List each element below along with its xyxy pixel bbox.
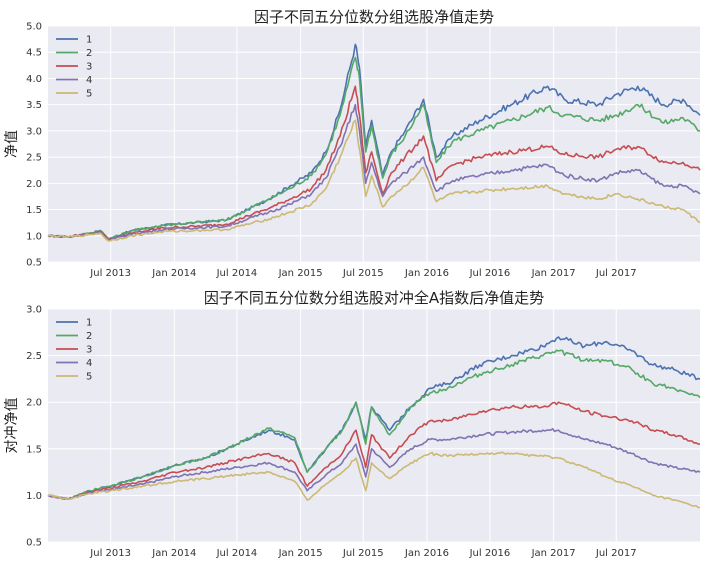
x-tick-label: Jul 2013	[89, 268, 131, 279]
x-tick-label: Jul 2015	[342, 548, 384, 559]
y-tick-label: 3.0	[26, 126, 42, 137]
legend-label-3: 3	[86, 345, 92, 356]
x-tick-label: Jul 2014	[216, 268, 258, 279]
y-tick-label: 1.0	[26, 491, 42, 502]
chart-title: 因子不同五分位数分组选股对冲全A指数后净值走势	[204, 289, 544, 307]
x-tick-label: Jul 2013	[89, 548, 131, 559]
x-tick-label: Jan 2015	[278, 268, 323, 279]
y-tick-label: 3.5	[26, 100, 42, 111]
x-tick-label: Jan 2017	[531, 548, 576, 559]
x-tick-label: Jan 2015	[278, 548, 323, 559]
y-tick-label: 2.0	[26, 398, 42, 409]
y-tick-label: 1.5	[26, 205, 42, 216]
legend: 1 2 3 4 5	[56, 35, 92, 100]
series-line-3	[47, 85, 701, 241]
chart-title: 因子不同五分位数分组选股净值走势	[254, 8, 494, 26]
y-tick-label: 0.5	[26, 538, 42, 549]
y-tick-label: 5.0	[26, 22, 42, 33]
legend: 1 2 3 4 5	[56, 318, 92, 383]
x-tick-label: Jul 2017	[595, 268, 637, 279]
y-tick-label: 0.5	[26, 258, 42, 269]
y-tick-label: 2.0	[26, 179, 42, 190]
legend-label-5: 5	[86, 372, 92, 383]
x-tick-label: Jul 2016	[469, 268, 511, 279]
y-tick-label: 2.5	[26, 351, 42, 362]
chart-panel-2: 0.5 1.0 1.5 2.0 2.5 3.0 Jul 2013 Jan 2014 Jul 20…	[4, 289, 701, 559]
series-line-2	[47, 349, 701, 500]
x-tick-label: Jan 2014	[151, 268, 196, 279]
series-line-5	[47, 451, 701, 509]
x-tick-label: Jul 2015	[342, 268, 384, 279]
legend-label-1: 1	[86, 318, 92, 329]
legend-label-3: 3	[86, 62, 92, 73]
legend-label-1: 1	[86, 35, 92, 46]
y-tick-label: 3.0	[26, 305, 42, 316]
x-tick-label: Jan 2016	[404, 268, 449, 279]
chart-panel-1: 0.5 1.0 1.5 2.0 2.5 3.0 3.5 4.0 4.5 5.0 Jul 2013 Ja…	[4, 8, 701, 279]
series-line-4	[47, 103, 701, 241]
y-tick-label: 1.5	[26, 444, 42, 455]
x-tick-label: Jul 2017	[595, 548, 637, 559]
y-tick-label: 1.0	[26, 231, 42, 242]
y-axis-label: 净值	[4, 130, 20, 158]
series-line-3	[47, 401, 701, 500]
plot-background	[48, 309, 700, 542]
x-tick-label: Jan 2014	[151, 548, 196, 559]
y-tick-label: 4.5	[26, 48, 42, 59]
x-tick-label: Jul 2014	[216, 548, 258, 559]
plot-background	[48, 26, 700, 262]
x-tick-label: Jul 2016	[469, 548, 511, 559]
legend-label-5: 5	[86, 89, 92, 100]
y-axis-label: 对冲净值	[4, 398, 20, 454]
legend-label-4: 4	[86, 75, 92, 86]
y-tick-label: 2.5	[26, 153, 42, 164]
legend-label-2: 2	[86, 48, 92, 59]
y-tick-label: 4.0	[26, 74, 42, 85]
series-line-4	[47, 428, 701, 500]
x-tick-label: Jan 2017	[531, 268, 576, 279]
series-line-2	[47, 56, 701, 240]
series-line-5	[47, 119, 701, 242]
x-tick-label: Jan 2016	[404, 548, 449, 559]
legend-label-4: 4	[86, 358, 92, 369]
legend-label-2: 2	[86, 331, 92, 342]
